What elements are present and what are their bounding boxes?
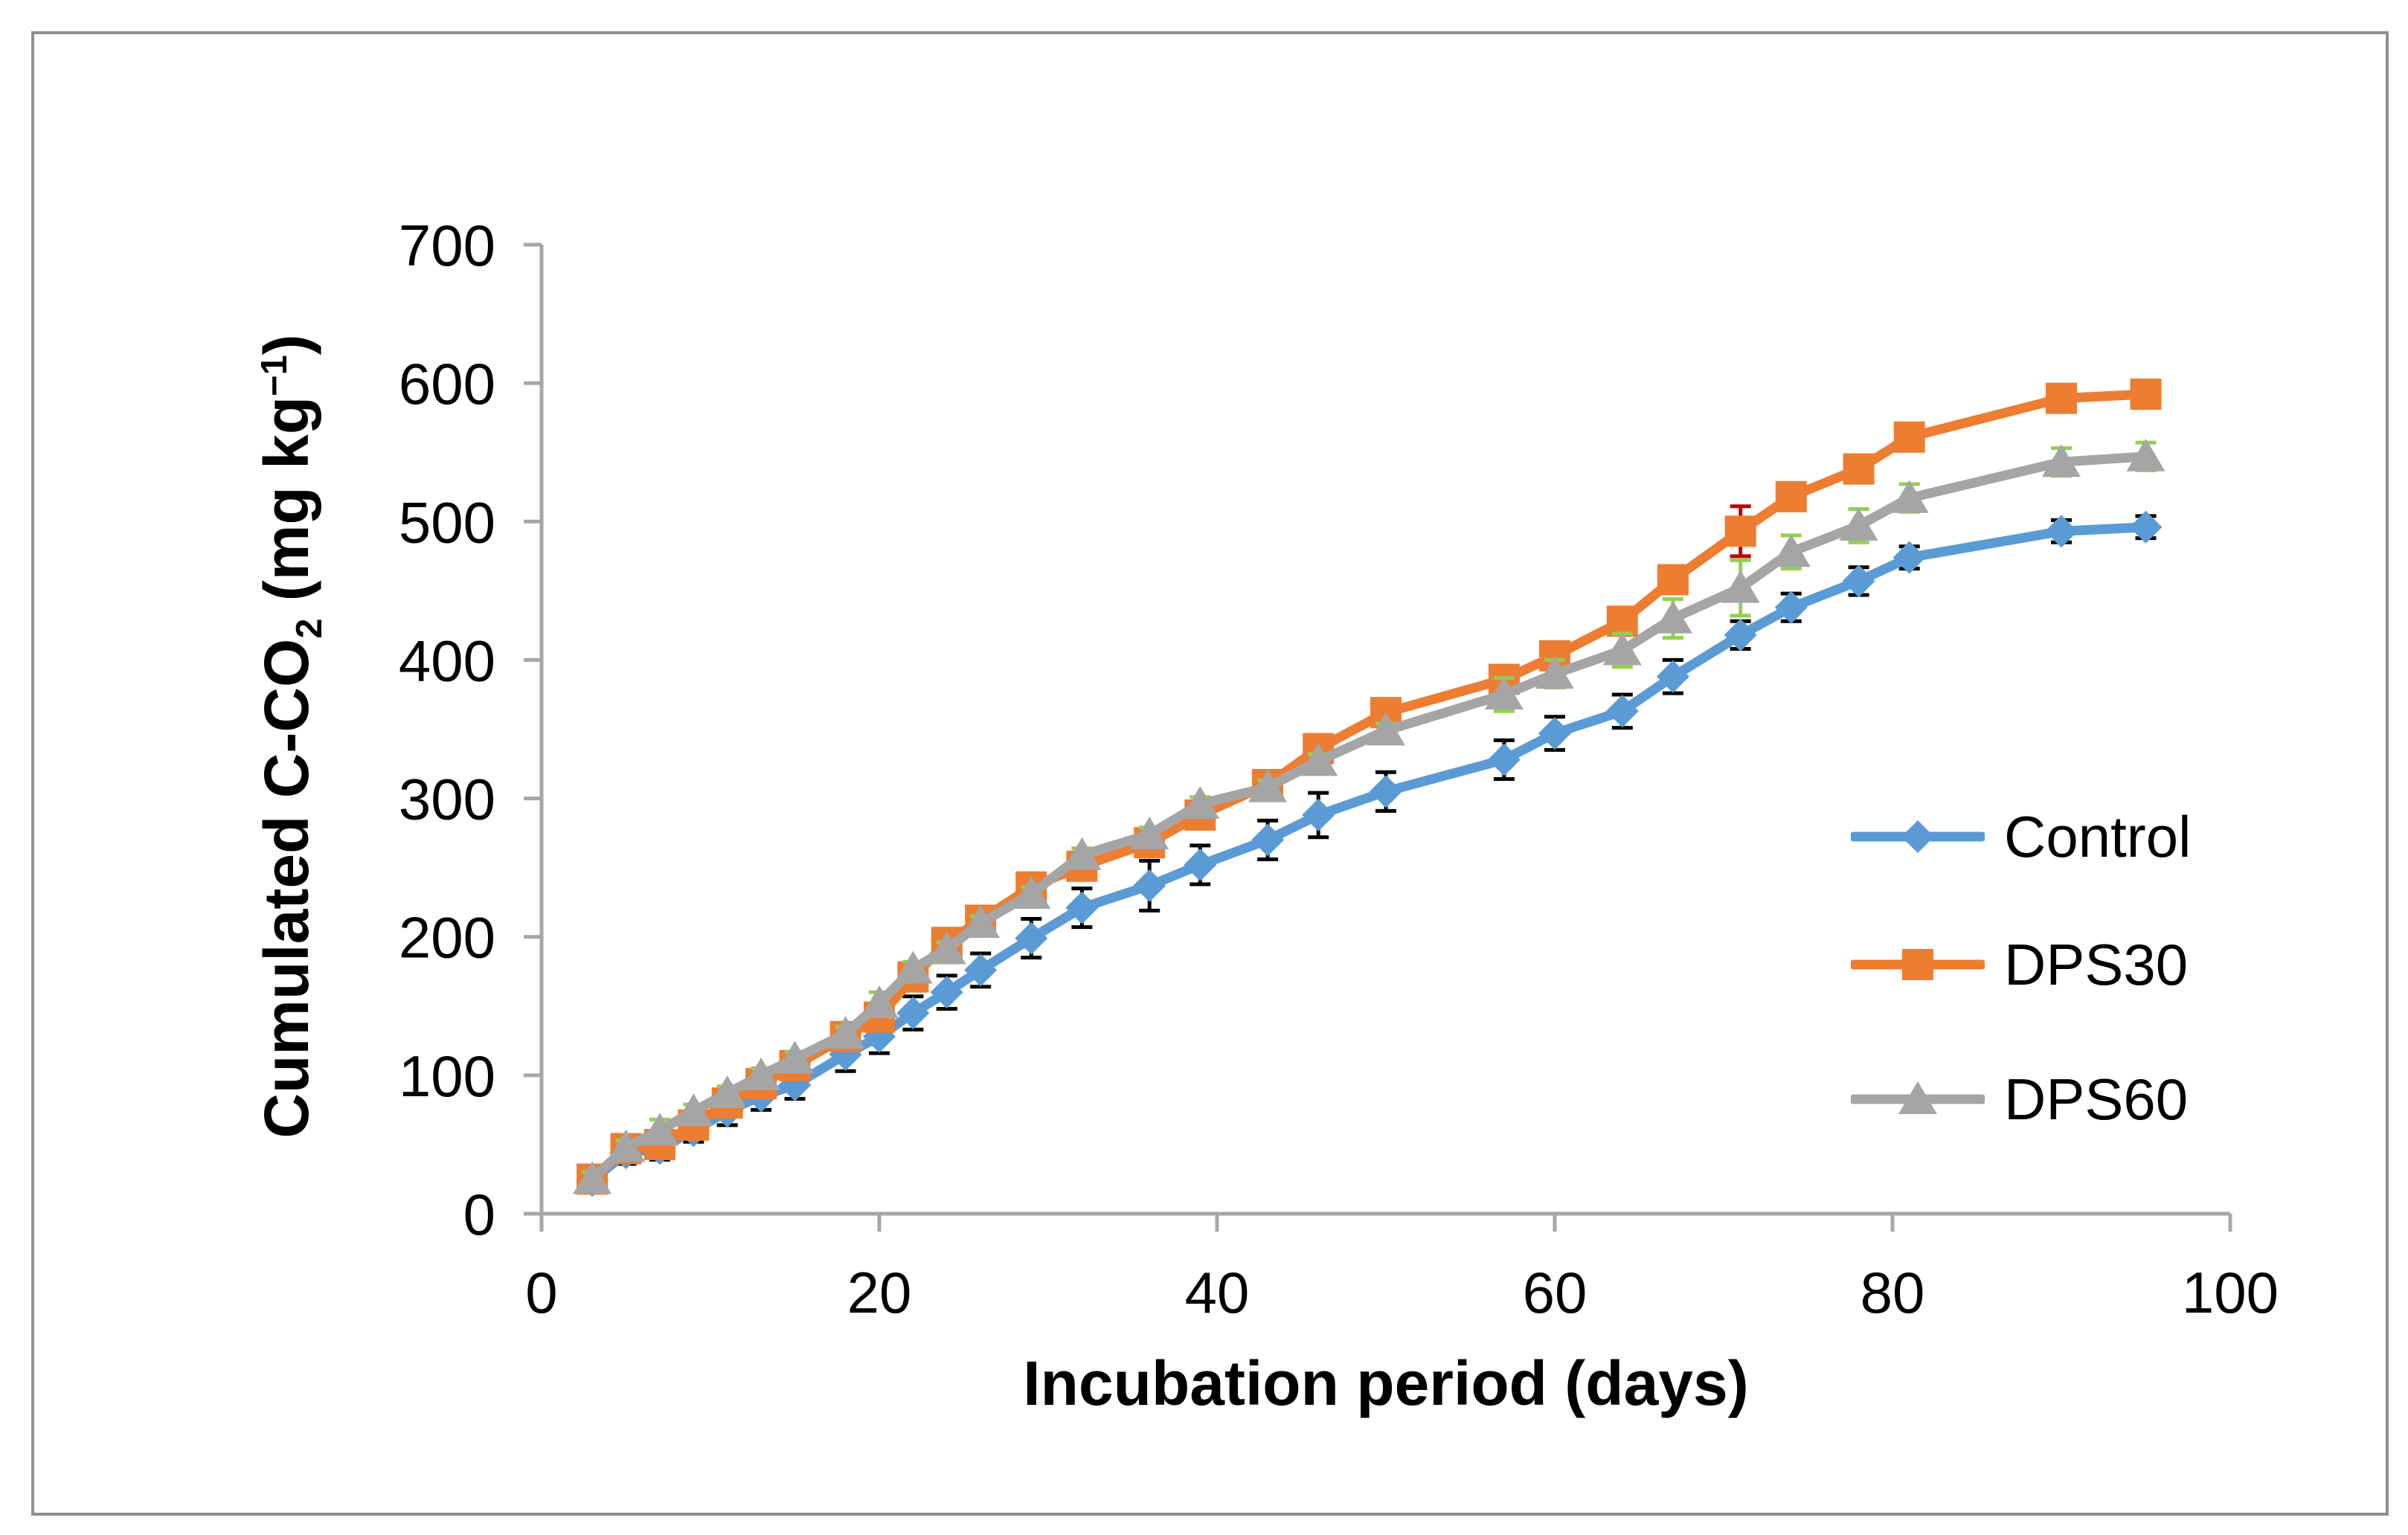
x-tick-label: 60 (1523, 1260, 1587, 1325)
y-tick-label: 400 (399, 628, 495, 693)
marker-control (1487, 743, 1521, 776)
marker-dps60 (640, 1113, 679, 1146)
marker-dps60 (961, 905, 1001, 939)
marker-dps60 (1248, 769, 1288, 802)
marker-dps60 (1484, 676, 1524, 709)
marker-dps30 (2046, 382, 2077, 414)
marker-dps30 (1843, 453, 1875, 485)
marker-dps60 (1602, 632, 1642, 666)
marker-dps60 (1012, 876, 1051, 910)
marker-dps60 (775, 1040, 815, 1074)
y-tick-label: 700 (399, 213, 495, 278)
marker-control (930, 976, 963, 1009)
marker-control (1774, 590, 1808, 624)
marker-control (1184, 848, 1217, 881)
marker-control (964, 953, 998, 987)
y-axis-title-pre: Cumulated C-CO (251, 638, 321, 1139)
x-tick-label: 100 (2182, 1260, 2279, 1325)
y-tick-label: 300 (399, 767, 495, 832)
legend-label-dps60: DPS60 (2004, 1066, 2189, 1132)
marker-dps60 (1535, 656, 1574, 689)
marker-control (1538, 717, 1571, 750)
diamond-marker-icon (1901, 820, 1934, 853)
marker-dps60 (826, 1016, 865, 1049)
marker-control (1065, 891, 1099, 924)
x-axis-title: Incubation period (days) (1023, 1348, 1749, 1418)
marker-dps60 (1367, 712, 1405, 746)
marker-dps60 (927, 931, 966, 965)
marker-dps30 (1606, 605, 1638, 637)
marker-control (1842, 564, 1875, 598)
marker-dps60 (1181, 786, 1220, 820)
y-axis-title-subscript: 2 (289, 618, 330, 639)
marker-control (1892, 541, 1926, 574)
marker-dps60 (893, 950, 933, 984)
y-tick-label: 100 (399, 1043, 495, 1109)
marker-dps60 (606, 1129, 646, 1162)
marker-control (1605, 695, 1639, 728)
triangle-marker-icon (1898, 1081, 1937, 1114)
marker-control (2129, 510, 2163, 544)
legend-swatch-dps30 (1851, 949, 1985, 980)
legend-swatch-control (1851, 820, 1985, 853)
marker-dps60 (2126, 438, 2165, 472)
marker-dps30 (1775, 480, 1807, 512)
marker-control (2045, 515, 2078, 548)
legend-swatch-dps60 (1851, 1081, 1985, 1114)
marker-control (1370, 775, 1402, 808)
marker-control (1015, 921, 1048, 955)
marker-control (1656, 660, 1689, 693)
legend-item-dps60: DPS60 (1851, 1055, 2188, 1144)
marker-dps30 (2130, 379, 2162, 411)
marker-dps60 (1299, 743, 1338, 776)
series-dps60 (573, 438, 2165, 1194)
y-axis-title-superscript: −1 (254, 355, 295, 396)
x-tick-label: 20 (847, 1260, 912, 1325)
y-tick-label: 600 (399, 351, 495, 416)
y-axis-title-post: ) (251, 334, 321, 355)
marker-dps30 (1657, 564, 1689, 596)
marker-control (1302, 798, 1335, 831)
figure-border (31, 31, 2389, 1516)
marker-control (1251, 823, 1285, 857)
marker-dps60 (860, 985, 899, 1019)
x-tick-label: 80 (1860, 1260, 1925, 1325)
marker-dps60 (1771, 534, 1811, 567)
legend-label-dps30: DPS30 (2004, 931, 2189, 997)
marker-control (1724, 618, 1757, 651)
y-axis-title-mid: (mg kg (251, 396, 321, 619)
x-tick-label: 40 (1185, 1260, 1250, 1325)
marker-dps60 (1890, 480, 1929, 513)
marker-dps60 (1839, 507, 1878, 541)
marker-dps60 (674, 1093, 713, 1127)
marker-control (1133, 869, 1166, 902)
marker-dps60 (707, 1075, 747, 1109)
marker-dps30 (1724, 515, 1756, 547)
marker-dps60 (573, 1161, 612, 1194)
legend-item-dps30: DPS30 (1851, 920, 2188, 1009)
marker-dps60 (2042, 444, 2081, 477)
y-tick-label: 0 (463, 1182, 495, 1247)
marker-dps60 (1130, 816, 1169, 849)
marker-dps30 (1893, 421, 1925, 453)
legend-label-control: Control (2004, 803, 2192, 869)
marker-control (896, 997, 930, 1030)
square-marker-icon (1902, 949, 1933, 980)
y-axis-title: Cumulated C-CO2 (mg kg−1) (242, 178, 331, 1294)
legend-item-control: Control (1851, 792, 2191, 881)
x-tick-label: 0 (525, 1260, 557, 1325)
marker-dps60 (1721, 570, 1760, 603)
y-tick-label: 200 (399, 905, 495, 971)
marker-dps60 (1653, 600, 1692, 634)
marker-dps60 (742, 1057, 781, 1090)
y-tick-label: 500 (399, 489, 495, 555)
marker-dps60 (1062, 837, 1102, 870)
